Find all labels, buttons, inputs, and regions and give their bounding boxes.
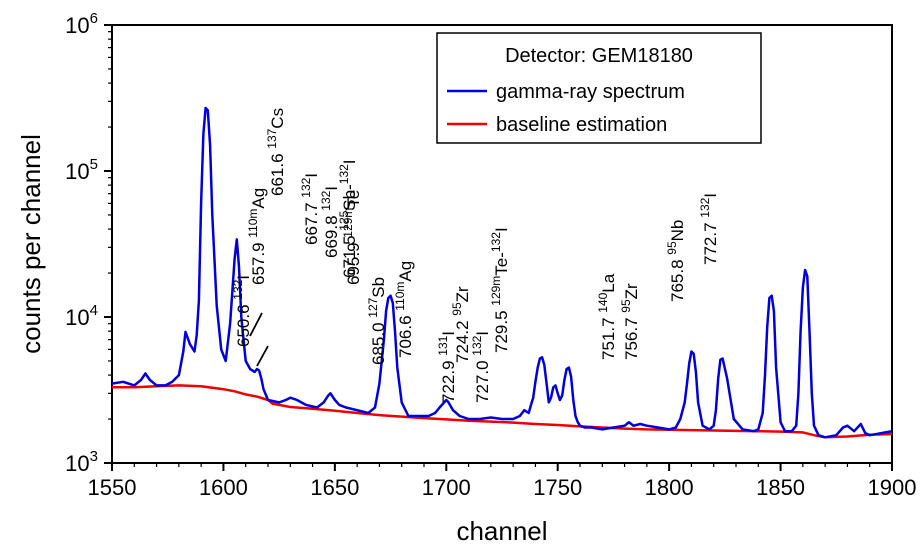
- y-tick-label: 104: [65, 302, 98, 330]
- peak-label: 765.8 95Nb: [665, 220, 687, 302]
- peak-label: 722.9 131I: [436, 331, 458, 403]
- peak-label: 706.6 110mAg: [393, 261, 415, 358]
- y-axis: 103 104 105 106: [65, 10, 112, 476]
- peak-label: 650.6 132I: [231, 275, 253, 347]
- x-tick-label: 1550: [88, 475, 137, 500]
- y-tick-label: 106: [65, 10, 98, 38]
- series-line-baseline: [112, 384, 893, 439]
- x-tick-label: 1700: [422, 475, 471, 500]
- legend-entry-baseline: baseline estimation: [496, 114, 667, 136]
- plot-frame: [111, 24, 893, 464]
- leader-line: [249, 312, 263, 337]
- leader-line: [256, 345, 269, 367]
- x-axis: 1550 1600 1650 1700 1750 1800 1850 1900: [88, 463, 917, 500]
- peak-label: 685.0 127Sb: [366, 277, 388, 365]
- series-layer: [111, 106, 893, 439]
- y-tick-label: 105: [65, 156, 98, 184]
- peak-label: 724.2 95Zr: [450, 286, 472, 363]
- x-tick-label: 1750: [533, 475, 582, 500]
- legend-box: [436, 32, 762, 144]
- peak-label: 657.9 110mAg: [246, 188, 268, 285]
- peak-label: 661.6 137Cs: [265, 108, 287, 196]
- y-axis-title: counts per channel: [16, 134, 46, 354]
- x-tick-label: 1900: [868, 475, 917, 500]
- series-line-spectrum: [111, 106, 893, 439]
- peak-label: 751.7 140La: [596, 273, 618, 360]
- peak-label: 727.0 132I: [470, 331, 492, 403]
- x-tick-label: 1850: [756, 475, 805, 500]
- peak-label: 729.5 129mTe-132I: [489, 227, 511, 353]
- peak-label: 669.8 132I: [319, 186, 341, 258]
- peak-label: 772.7 132I: [698, 193, 720, 265]
- x-tick-label: 1650: [310, 475, 359, 500]
- peak-label: 756.7 95Zr: [619, 283, 641, 360]
- x-tick-label: 1800: [645, 475, 694, 500]
- y-tick-label: 103: [65, 448, 98, 476]
- peak-label: 667.7 132I: [299, 173, 321, 245]
- peak-label: 695.9 129mTe: [341, 190, 363, 285]
- x-tick-label: 1600: [199, 475, 248, 500]
- legend-title: Detector: GEM18180: [505, 45, 693, 67]
- legend-entry-spectrum: gamma-ray spectrum: [496, 81, 685, 103]
- x-axis-title: channel: [456, 516, 547, 546]
- legend: Detector: GEM18180 gamma-ray spectrum ba…: [436, 32, 762, 144]
- peak-label: 671.5 125Sb-132I: [337, 159, 359, 278]
